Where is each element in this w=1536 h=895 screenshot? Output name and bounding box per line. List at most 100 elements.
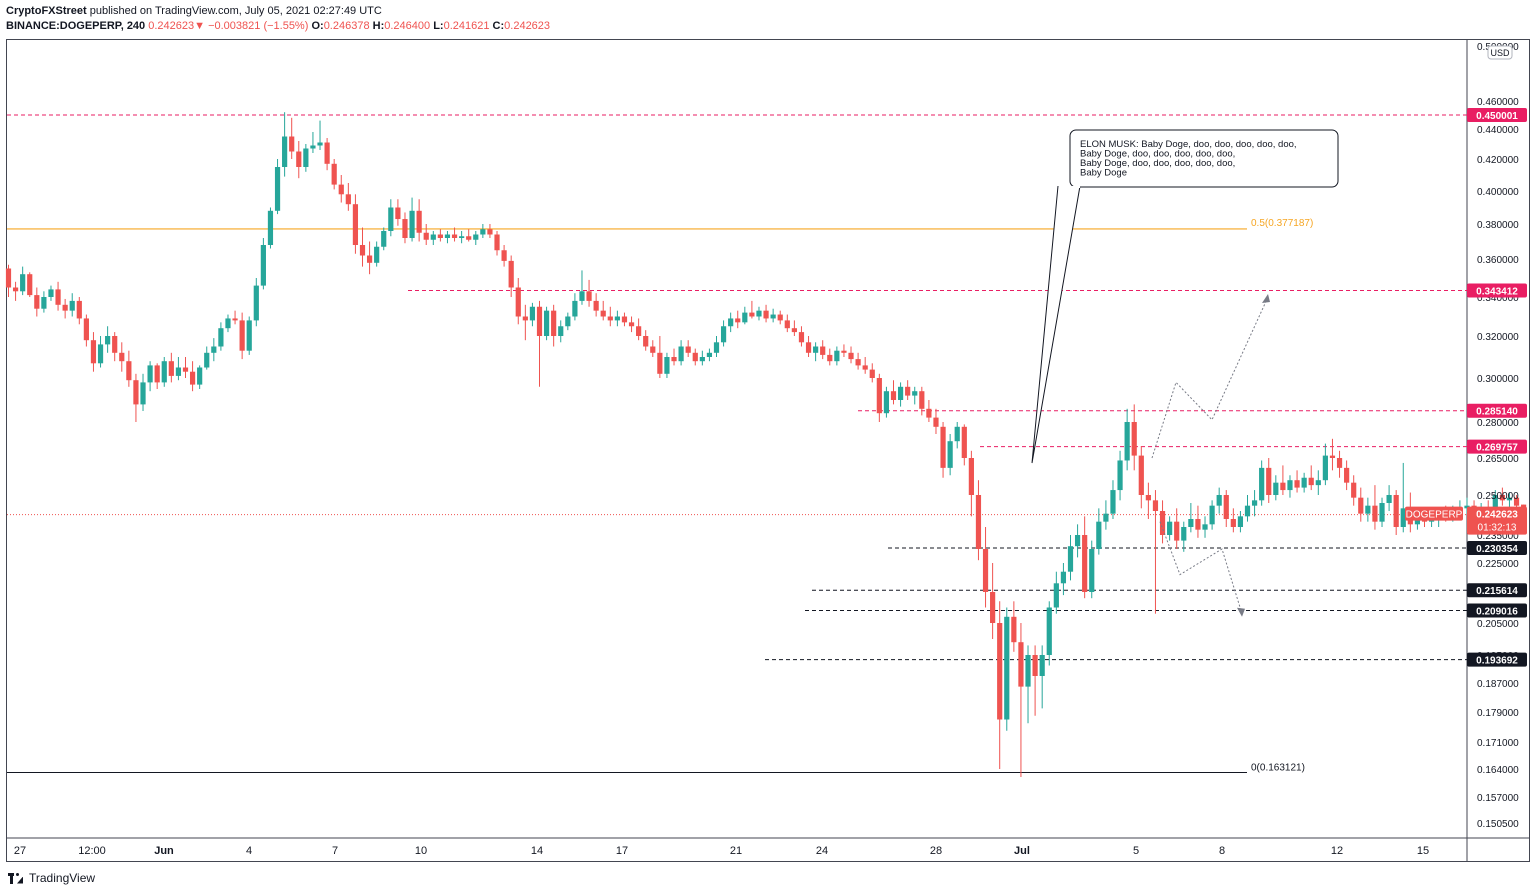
candle-body bbox=[742, 312, 748, 323]
candle bbox=[154, 363, 160, 389]
candle-body bbox=[1294, 480, 1300, 488]
candle bbox=[529, 302, 536, 327]
candle bbox=[1152, 490, 1159, 614]
candle bbox=[388, 199, 394, 237]
candle-body bbox=[1053, 583, 1059, 608]
candle bbox=[968, 450, 974, 517]
candle-body bbox=[267, 210, 274, 245]
candle bbox=[1322, 443, 1328, 486]
candle bbox=[437, 229, 443, 242]
author-name[interactable]: CryptoFXStreet bbox=[6, 5, 87, 17]
candle-body bbox=[558, 326, 564, 336]
symbol-label[interactable]: BINANCE:DOGEPERP, 240 bbox=[6, 20, 146, 32]
candle-body bbox=[798, 332, 805, 343]
candle bbox=[1167, 516, 1173, 541]
candle bbox=[1174, 508, 1180, 549]
candle-body bbox=[628, 322, 635, 327]
candle bbox=[876, 373, 882, 422]
candle-body bbox=[246, 320, 252, 351]
candle bbox=[536, 300, 543, 387]
candle bbox=[805, 336, 812, 357]
candle-body bbox=[1117, 460, 1123, 491]
candle-body bbox=[1400, 508, 1406, 527]
candle-body bbox=[218, 328, 224, 347]
bearish-projection-path bbox=[1159, 521, 1243, 614]
candle bbox=[1117, 450, 1123, 501]
candle bbox=[5, 264, 12, 297]
x-tick-label: 7 bbox=[332, 845, 338, 857]
high-label: H: bbox=[372, 20, 385, 32]
candle-body bbox=[112, 336, 118, 353]
candle-body bbox=[855, 359, 861, 366]
candle-body bbox=[211, 346, 217, 353]
candle bbox=[161, 357, 167, 387]
candle-body bbox=[919, 391, 925, 409]
candle-body bbox=[1344, 467, 1350, 483]
candle-body bbox=[374, 246, 380, 263]
candle-body bbox=[947, 441, 953, 468]
candle-body bbox=[345, 194, 351, 205]
candle bbox=[685, 340, 691, 357]
candle bbox=[820, 340, 826, 360]
candle-body bbox=[34, 295, 40, 309]
ohlc-line: BINANCE:DOGEPERP, 240 0.242623▼ −0.00382… bbox=[6, 20, 550, 32]
candle bbox=[352, 194, 359, 254]
chart-frame bbox=[6, 39, 1530, 862]
candle-body bbox=[303, 148, 309, 167]
candle-body bbox=[869, 369, 875, 378]
candle-body bbox=[487, 229, 493, 235]
candle-body bbox=[253, 285, 259, 321]
candle bbox=[1308, 465, 1314, 491]
candle-body bbox=[1251, 500, 1258, 506]
open-label: O: bbox=[311, 20, 324, 32]
candle bbox=[1230, 508, 1236, 533]
x-tick-label: 12 bbox=[1331, 845, 1343, 857]
candle-body bbox=[1329, 455, 1336, 458]
candle-body bbox=[12, 287, 19, 292]
close-label: C: bbox=[492, 20, 505, 32]
candle-body bbox=[572, 300, 578, 317]
candle bbox=[345, 183, 351, 211]
candle-body bbox=[466, 236, 472, 240]
candle-body bbox=[1096, 521, 1102, 549]
callout-text-line: Baby Doge, doo, doo, doo, doo, doo, bbox=[1080, 158, 1235, 169]
candle bbox=[961, 424, 967, 466]
publisher-line: CryptoFXStreet published on TradingView.… bbox=[6, 5, 382, 17]
candle-body bbox=[5, 268, 12, 288]
currency-badge-text: USD bbox=[1490, 48, 1510, 58]
y-tick-label: 0.460000 bbox=[1477, 97, 1519, 108]
candle-body bbox=[83, 318, 89, 341]
candle-body bbox=[1464, 505, 1470, 509]
resistance-price-tag: 0.285140 bbox=[1467, 403, 1527, 418]
candle bbox=[1393, 490, 1399, 535]
candle bbox=[784, 314, 790, 333]
y-tick-label: 0.187000 bbox=[1477, 679, 1519, 690]
candle-body bbox=[282, 136, 288, 167]
candle bbox=[34, 287, 40, 317]
candle-body bbox=[820, 346, 826, 355]
candle-body bbox=[678, 346, 684, 362]
candle-body bbox=[1138, 455, 1144, 495]
current-price-tag: DOGEPERP 0.242623 01:32:13 bbox=[1405, 506, 1527, 535]
candle bbox=[1216, 487, 1222, 514]
candle-body bbox=[338, 184, 344, 195]
candle-body bbox=[1237, 516, 1244, 527]
candle-body bbox=[1393, 495, 1399, 527]
candle-body bbox=[671, 357, 677, 362]
candle bbox=[579, 270, 585, 305]
candle-body bbox=[614, 316, 620, 321]
tradingview-footer[interactable]: TradingView bbox=[8, 871, 95, 885]
candle bbox=[55, 281, 61, 311]
published-text: published on TradingView.com, July 05, 2… bbox=[89, 5, 382, 17]
candle-body bbox=[890, 391, 897, 400]
candle-body bbox=[444, 234, 451, 238]
support-tag-bg bbox=[1467, 603, 1527, 618]
candle bbox=[1400, 462, 1406, 533]
candle bbox=[1499, 487, 1505, 506]
candle-body bbox=[657, 352, 663, 374]
candle bbox=[678, 340, 684, 366]
countdown-text: 01:32:13 bbox=[1478, 523, 1517, 534]
candle bbox=[1379, 497, 1385, 527]
candle-body bbox=[728, 318, 734, 327]
